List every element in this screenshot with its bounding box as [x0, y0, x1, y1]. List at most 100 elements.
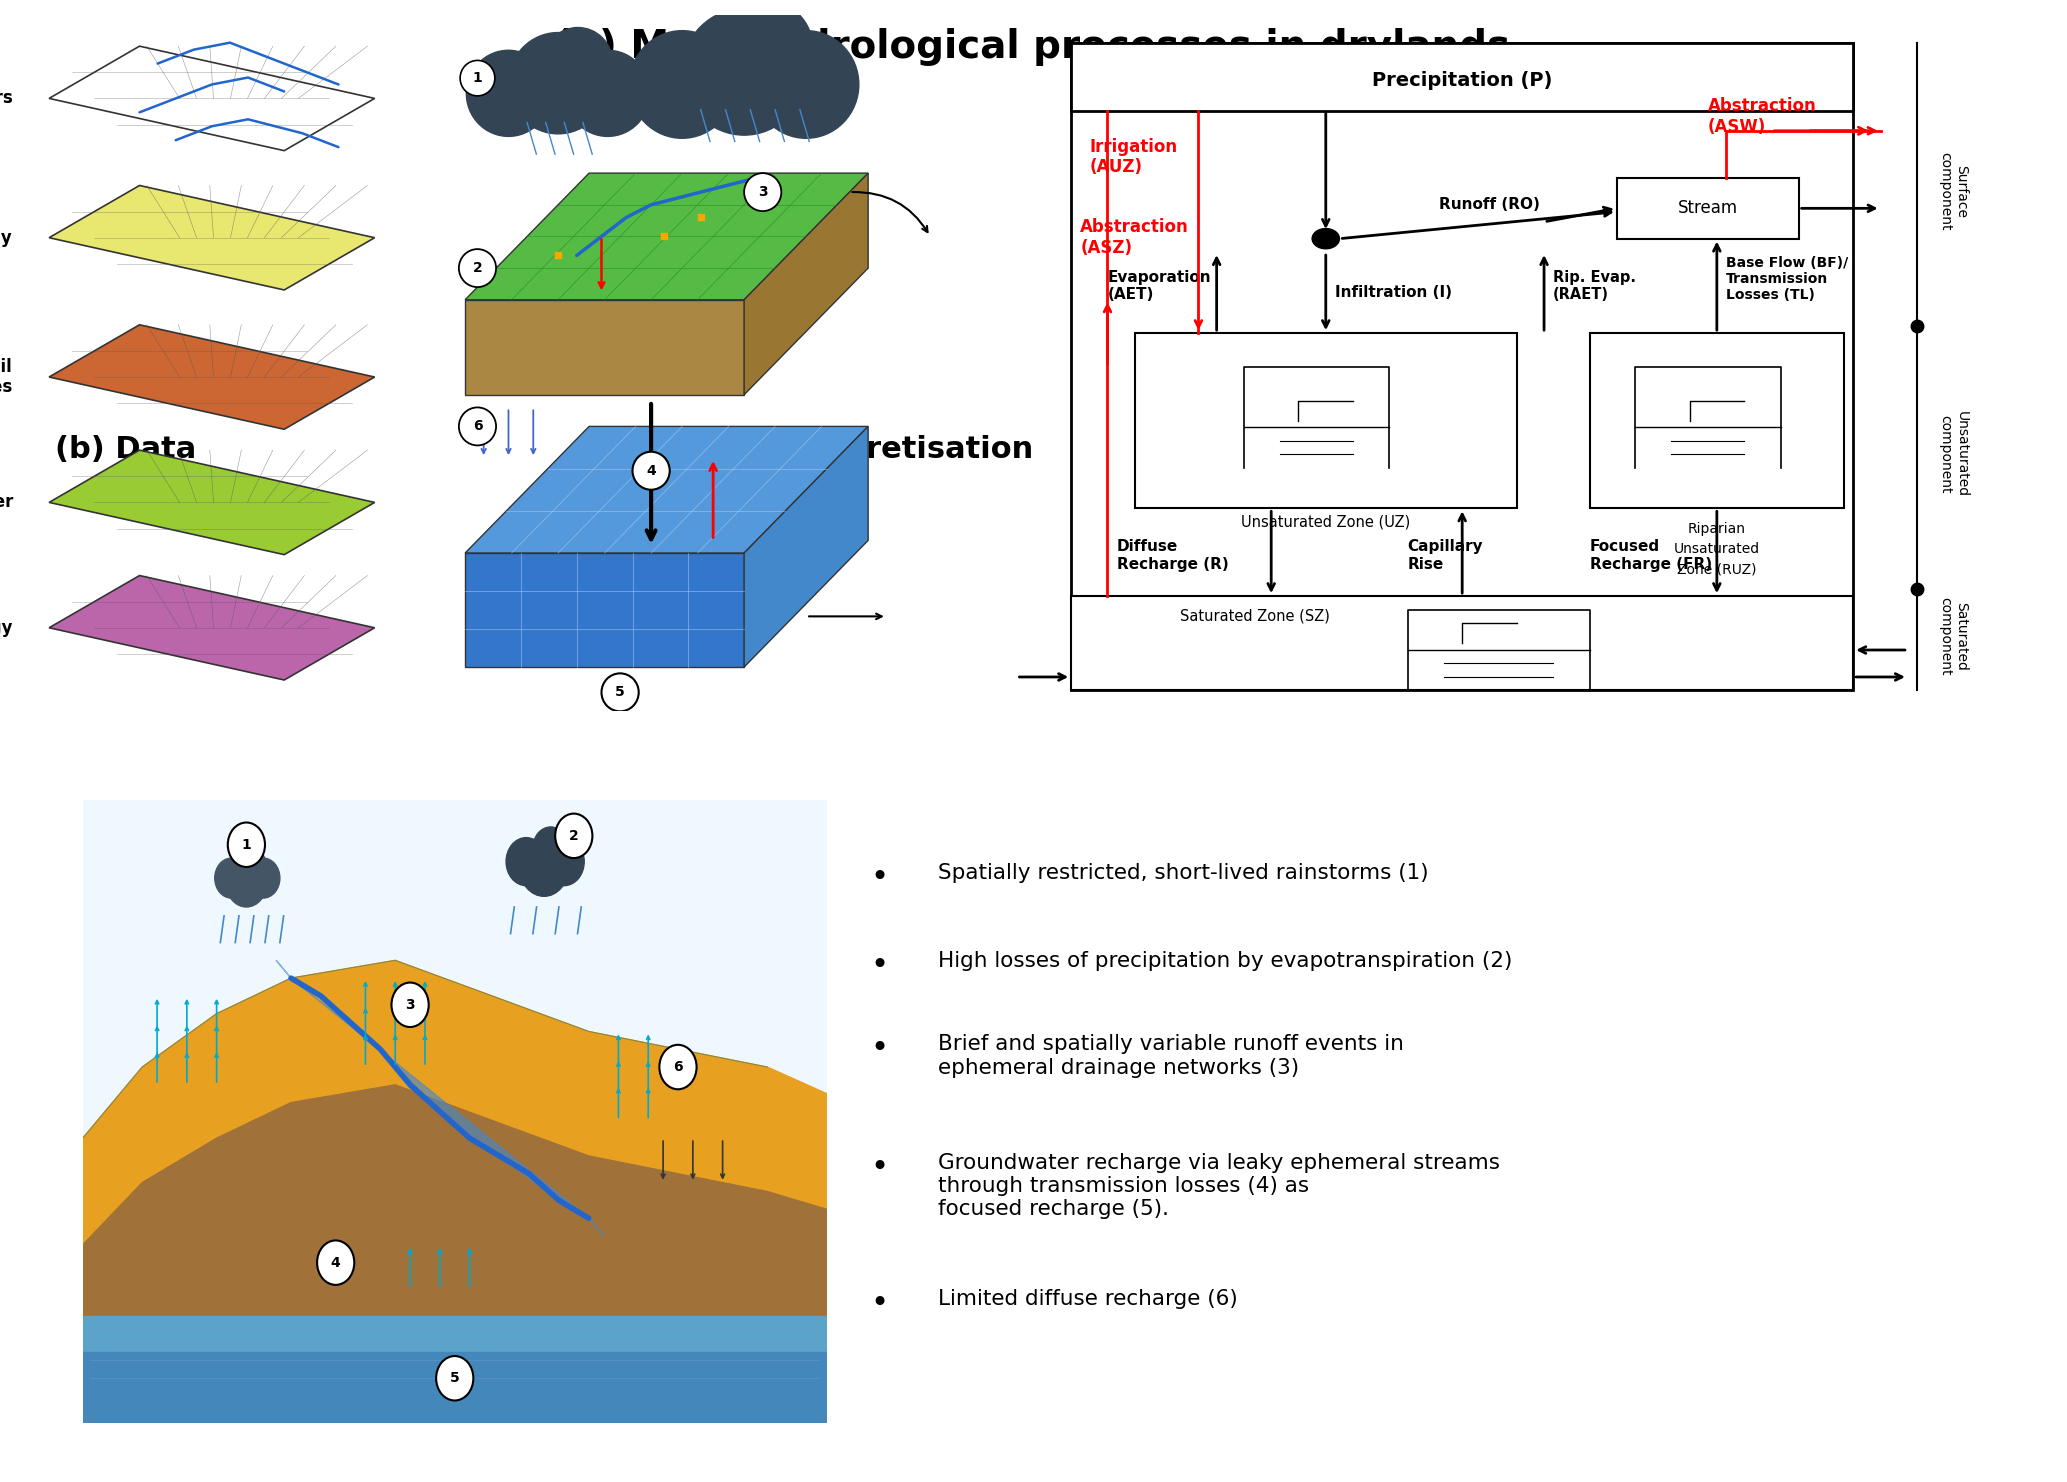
Circle shape [744, 173, 781, 210]
Text: •: • [870, 951, 889, 981]
Circle shape [227, 823, 265, 867]
Text: 1: 1 [242, 837, 252, 852]
Text: Unsaturated
component: Unsaturated component [1939, 412, 1968, 498]
Circle shape [556, 814, 593, 858]
Text: (d) Model Cell Processes: (d) Model Cell Processes [1279, 436, 1701, 464]
Text: 2: 2 [473, 261, 482, 276]
Text: Limited diffuse recharge (6): Limited diffuse recharge (6) [938, 1289, 1238, 1309]
Polygon shape [83, 960, 827, 1423]
Text: Precipitation (P): Precipitation (P) [1372, 71, 1552, 90]
Polygon shape [744, 173, 868, 394]
Circle shape [566, 50, 649, 136]
Circle shape [544, 837, 585, 886]
Circle shape [436, 1356, 473, 1400]
Circle shape [519, 837, 568, 897]
Text: Unsaturated: Unsaturated [1674, 542, 1759, 556]
Polygon shape [465, 427, 868, 553]
Text: Irrigation
(AUZ): Irrigation (AUZ) [1089, 138, 1178, 176]
Circle shape [752, 31, 858, 138]
Polygon shape [50, 575, 374, 680]
Text: •: • [870, 1289, 889, 1319]
Text: Rip. Evap.
(RAET): Rip. Evap. (RAET) [1552, 270, 1637, 302]
FancyBboxPatch shape [83, 800, 827, 1423]
Text: Rivers: Rivers [0, 89, 12, 107]
Circle shape [246, 858, 279, 898]
Circle shape [215, 858, 248, 898]
Polygon shape [50, 46, 374, 151]
Circle shape [682, 9, 806, 135]
Polygon shape [83, 1085, 827, 1423]
Text: Soil
Properties: Soil Properties [0, 357, 12, 396]
Text: Infiltration (I): Infiltration (I) [1335, 285, 1451, 301]
Text: Capillary
Rise: Capillary Rise [1408, 539, 1484, 572]
FancyBboxPatch shape [1616, 178, 1798, 239]
Text: Groundwater recharge via leaky ephemeral streams
through transmission losses (4): Groundwater recharge via leaky ephemeral… [938, 1153, 1501, 1220]
Text: •: • [870, 1153, 889, 1183]
Text: 4: 4 [331, 1255, 341, 1270]
Polygon shape [465, 173, 868, 299]
Circle shape [459, 408, 496, 446]
Text: Abstraction
(ASZ): Abstraction (ASZ) [1081, 218, 1189, 258]
FancyBboxPatch shape [1135, 333, 1517, 508]
Text: Focused
Recharge (FR): Focused Recharge (FR) [1590, 539, 1711, 572]
Circle shape [633, 452, 670, 489]
Text: Land Cover: Land Cover [0, 494, 12, 511]
Text: •: • [870, 1034, 889, 1064]
Text: (c) Spatial discretisation: (c) Spatial discretisation [610, 436, 1034, 464]
FancyBboxPatch shape [1071, 43, 1854, 111]
Circle shape [506, 837, 546, 886]
Polygon shape [50, 451, 374, 554]
Polygon shape [465, 553, 744, 667]
Text: Runoff (RO): Runoff (RO) [1439, 197, 1540, 212]
Circle shape [461, 61, 494, 96]
Text: 6: 6 [674, 1060, 682, 1074]
Text: (b) Data: (b) Data [56, 436, 196, 464]
Text: Diffuse
Recharge (R): Diffuse Recharge (R) [1116, 539, 1228, 572]
Text: Zone (RUZ): Zone (RUZ) [1676, 562, 1757, 576]
Text: 6: 6 [473, 419, 482, 433]
Polygon shape [277, 960, 604, 1236]
Text: Saturated
component: Saturated component [1939, 597, 1968, 676]
Text: 1: 1 [473, 71, 482, 84]
Circle shape [459, 249, 496, 288]
FancyBboxPatch shape [1071, 596, 1854, 691]
Text: Base Flow (BF)/
Transmission
Losses (TL): Base Flow (BF)/ Transmission Losses (TL) [1726, 256, 1848, 302]
Text: Stream: Stream [1678, 200, 1738, 218]
Text: Unsaturated Zone (UZ): Unsaturated Zone (UZ) [1240, 514, 1410, 529]
Polygon shape [50, 325, 374, 430]
Circle shape [601, 673, 639, 711]
Text: 4: 4 [647, 464, 655, 477]
Polygon shape [50, 185, 374, 290]
Circle shape [1313, 228, 1339, 249]
Text: Spatially restricted, short-lived rainstorms (1): Spatially restricted, short-lived rainst… [938, 863, 1428, 882]
Circle shape [659, 1045, 697, 1089]
Text: Saturated Zone (SZ): Saturated Zone (SZ) [1180, 609, 1331, 624]
Polygon shape [744, 427, 868, 667]
Circle shape [316, 1240, 353, 1285]
Text: High losses of precipitation by evapotranspiration (2): High losses of precipitation by evapotra… [938, 951, 1513, 971]
Circle shape [628, 31, 734, 138]
FancyBboxPatch shape [1590, 333, 1844, 508]
Text: Brief and spatially variable runoff events in
ephemeral drainage networks (3): Brief and spatially variable runoff even… [938, 1034, 1403, 1077]
FancyBboxPatch shape [1071, 43, 1854, 691]
Text: Geology: Geology [0, 619, 12, 637]
Circle shape [533, 827, 568, 870]
Text: 5: 5 [616, 685, 624, 700]
Text: (a) Main hydrological processes in drylands: (a) Main hydrological processes in dryla… [556, 28, 1511, 67]
Circle shape [544, 28, 612, 98]
Text: Evaporation
(AET): Evaporation (AET) [1108, 270, 1211, 302]
Circle shape [508, 33, 608, 133]
Polygon shape [465, 299, 744, 394]
Polygon shape [83, 1316, 827, 1423]
Text: 2: 2 [568, 828, 579, 843]
Polygon shape [83, 1352, 827, 1423]
Polygon shape [83, 800, 827, 1200]
Circle shape [391, 983, 428, 1027]
Circle shape [238, 849, 267, 885]
Text: Topography: Topography [0, 228, 12, 246]
Text: •: • [870, 863, 889, 892]
Text: 5: 5 [451, 1371, 459, 1386]
Text: Surface
component: Surface component [1939, 153, 1968, 231]
Text: Abstraction
(ASW): Abstraction (ASW) [1707, 98, 1817, 136]
Text: 3: 3 [759, 185, 767, 199]
